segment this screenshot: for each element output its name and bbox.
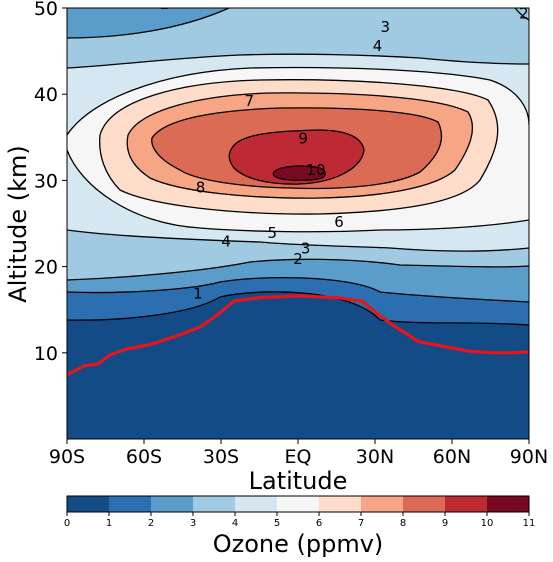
tropopause-line [67,294,529,376]
contour-label-4: 3 [301,240,311,258]
contour-label-8: 5 [268,224,278,242]
colorbar-segment-5 [277,496,320,512]
x-tick-label-2: 30S [203,446,239,468]
colorbar-segment-7 [361,496,404,512]
contour-label-1: 2 [160,0,170,13]
colorbar-tick-label-2: 2 [148,518,154,529]
colorbar-tick-label-11: 11 [523,518,536,529]
x-axis-label: Latitude [249,467,348,495]
y-tick-label-4: 50 [34,0,58,20]
colorbar-segment-6 [319,496,362,512]
y-axis-label: Altitude (km) [4,145,32,302]
x-tick-label-3: EQ [285,446,312,468]
y-axis-ticks: 10 20 30 40 50 [34,0,67,365]
y-tick-label-0: 10 [34,343,58,365]
colorbar-segment-0 [67,496,110,512]
colorbar-tick-label-0: 0 [64,518,70,529]
contour-label-12: 9 [298,129,308,147]
colorbar-frame [66,495,530,513]
colorbar-tick-label-4: 4 [232,518,238,529]
colorbar-segment-9 [445,496,488,512]
y-tick-label-3: 40 [34,84,58,106]
contour-label-9: 6 [334,213,344,231]
colorbar-tick-label-8: 8 [400,518,406,529]
contour-label-7: 4 [373,37,383,55]
x-tick-label-6: 90N [510,446,548,468]
contour-label-10: 7 [244,92,254,110]
contour-lines [67,8,529,326]
x-tick-label-0: 90S [49,446,85,468]
colorbar: 0 1 2 3 4 5 6 7 8 9 10 11 [64,495,536,529]
x-tick-label-1: 60S [126,446,162,468]
colorbar-tick-label-1: 1 [106,518,112,529]
contour-label-0: 1 [193,284,203,302]
colorbar-segment-3 [193,496,236,512]
contour-label-11: 8 [196,178,206,196]
colorbar-label: Ozone (ppmv) [213,530,384,558]
colorbar-tick-label-9: 9 [442,518,448,529]
y-tick-label-1: 20 [34,257,58,279]
colorbar-segment-8 [403,496,446,512]
colorbar-segment-2 [151,496,194,512]
y-tick-label-2: 30 [34,170,58,192]
colorbar-tick-label-5: 5 [274,518,280,529]
x-axis-ticks: 90S 60S 30S EQ 30N 60N 90N [49,439,548,468]
colorbar-segment-1 [109,496,152,512]
colorbar-tick-label-7: 7 [358,518,364,529]
contour-label-2: 2 [293,250,303,268]
x-tick-label-5: 60N [433,446,471,468]
colorbar-tick-label-3: 3 [190,518,196,529]
contour-label-5: 3 [380,18,390,36]
colorbar-segment-4 [235,496,278,512]
band-9-10 [229,130,364,185]
band-10-11 [273,166,326,181]
contour-label-6: 4 [221,233,231,251]
contour-label-13: 10 [306,161,325,179]
contour-label-3: 2 [519,4,529,22]
colorbar-segment-10 [487,496,530,512]
colorbar-tick-label-10: 10 [481,518,494,529]
x-tick-label-4: 30N [356,446,394,468]
colorbar-tick-label-6: 6 [316,518,322,529]
